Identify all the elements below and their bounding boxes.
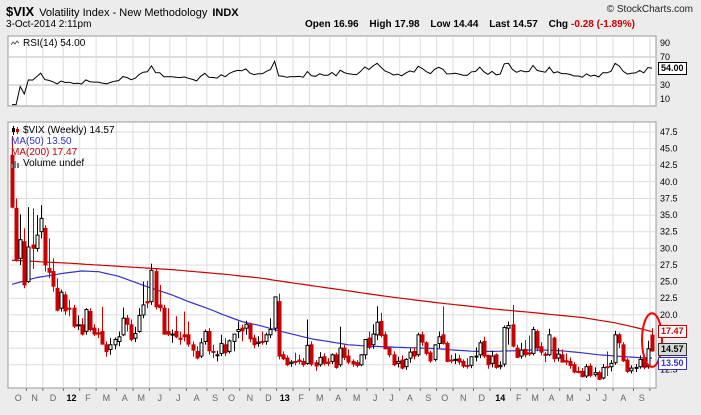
- ma200-legend-text: MA(200) 17.47: [11, 147, 78, 158]
- svg-text:A: A: [548, 393, 554, 403]
- svg-text:S: S: [425, 393, 431, 403]
- svg-text:37.5: 37.5: [660, 194, 678, 204]
- svg-text:13: 13: [280, 393, 290, 403]
- rsi-legend-text: RSI(14) 54.00: [23, 38, 86, 49]
- svg-text:M: M: [316, 393, 324, 403]
- svg-text:S: S: [639, 393, 645, 403]
- svg-text:42.5: 42.5: [660, 160, 678, 170]
- price-legend-text: $VIX (Weekly) 14.57: [23, 125, 115, 136]
- volume-bars-icon: [11, 161, 19, 168]
- svg-text:D: D: [50, 393, 57, 403]
- volume-legend-text: Volume undef: [23, 158, 85, 169]
- rsi-indicator-icon: [11, 40, 20, 46]
- svg-text:M: M: [566, 393, 574, 403]
- annotation-ellipse: [641, 312, 663, 368]
- svg-text:O: O: [15, 393, 22, 403]
- svg-text:47.5: 47.5: [660, 127, 678, 137]
- svg-text:J: J: [586, 393, 591, 403]
- svg-text:M: M: [103, 393, 111, 403]
- svg-text:A: A: [122, 393, 128, 403]
- last-price-box: 14.57: [658, 343, 687, 356]
- month-labels: O N D 12 F M A M J J A S O N D 13 F M A M J J A S O N D 14 F M A M J J A S: [15, 393, 645, 403]
- ma200-legend: MA(200) 17.47: [11, 147, 77, 158]
- exchange: INDX: [212, 7, 239, 19]
- svg-text:A: A: [335, 393, 341, 403]
- svg-text:O: O: [441, 393, 448, 403]
- price-axis-labels: 47.5 45.0 42.5 40.0 37.5 35.0 32.5 30.0 27.5 25.0…: [660, 127, 678, 375]
- rsi-line: [12, 59, 653, 106]
- svg-text:M: M: [137, 393, 145, 403]
- svg-text:O: O: [228, 393, 235, 403]
- svg-text:22.5: 22.5: [660, 293, 678, 303]
- chg-value: -0.28 (-1.89%): [571, 19, 635, 30]
- chg-label: Chg: [548, 19, 569, 30]
- last-label: Last: [489, 19, 510, 30]
- svg-text:14: 14: [495, 393, 505, 403]
- svg-text:D: D: [265, 393, 272, 403]
- svg-text:70: 70: [660, 52, 670, 62]
- svg-text:20.0: 20.0: [660, 310, 678, 320]
- svg-text:N: N: [247, 393, 254, 403]
- chart-header: $VIX Volatility Index - New Methodology IN…: [6, 3, 239, 21]
- svg-text:27.5: 27.5: [660, 260, 678, 270]
- month-gridlines: [25, 37, 651, 387]
- svg-text:30.0: 30.0: [660, 243, 678, 253]
- open-label: Open: [305, 19, 331, 30]
- security-name: Volatility Index - New Methodology: [39, 7, 208, 19]
- svg-text:J: J: [603, 393, 608, 403]
- svg-text:F: F: [298, 393, 304, 403]
- svg-text:N: N: [31, 393, 38, 403]
- rsi-axis-labels: 90 70 30 10: [660, 38, 670, 104]
- svg-text:D: D: [478, 393, 485, 403]
- open-value: 16.96: [333, 19, 359, 30]
- low-label: Low: [430, 19, 451, 30]
- ma50-legend: MA(50) 13.50: [11, 136, 72, 147]
- ma50-value-box: 13.50: [658, 357, 687, 370]
- svg-text:45.0: 45.0: [660, 144, 678, 154]
- candlestick-icon: [12, 126, 19, 135]
- svg-text:32.5: 32.5: [660, 227, 678, 237]
- ma200-line: [11, 259, 653, 333]
- svg-text:12: 12: [66, 393, 76, 403]
- svg-text:35.0: 35.0: [660, 210, 678, 220]
- svg-text:F: F: [516, 393, 522, 403]
- stockcharts-credit: © StockCharts.com: [606, 4, 693, 15]
- ma50-line: [11, 270, 653, 359]
- svg-text:J: J: [389, 393, 394, 403]
- svg-text:S: S: [212, 393, 218, 403]
- svg-text:A: A: [620, 393, 626, 403]
- svg-text:N: N: [460, 393, 467, 403]
- high-value: 17.98: [394, 19, 420, 30]
- svg-text:90: 90: [660, 38, 670, 48]
- high-label: High: [369, 19, 392, 30]
- last-value: 14.57: [512, 19, 538, 30]
- panels: [7, 35, 657, 389]
- ma200-value-box: 17.47: [658, 325, 687, 338]
- svg-text:30: 30: [660, 80, 670, 90]
- volume-legend: Volume undef: [11, 158, 84, 169]
- low-value: 14.44: [453, 19, 479, 30]
- svg-text:40.0: 40.0: [660, 177, 678, 187]
- quote-summary: Open 16.96 High 17.98 Low 14.44 Last 14.57 C…: [305, 19, 635, 30]
- svg-text:25.0: 25.0: [660, 277, 678, 287]
- svg-text:J: J: [157, 393, 162, 403]
- rsi-legend: RSI(14) 54.00: [11, 38, 85, 49]
- svg-text:J: J: [373, 393, 378, 403]
- svg-text:M: M: [531, 393, 539, 403]
- svg-text:M: M: [353, 393, 361, 403]
- svg-text:A: A: [194, 393, 200, 403]
- svg-text:A: A: [407, 393, 413, 403]
- svg-text:10: 10: [660, 94, 670, 104]
- candles: [10, 136, 655, 380]
- svg-text:F: F: [85, 393, 91, 403]
- svg-text:J: J: [176, 393, 181, 403]
- ma50-legend-text: MA(50) 13.50: [11, 136, 72, 147]
- price-legend: $VIX (Weekly) 14.57: [11, 125, 115, 136]
- month-ticks: [25, 388, 651, 391]
- rsi-value-box: 54.00: [658, 62, 687, 75]
- symbol: $VIX: [6, 4, 35, 19]
- chart-datetime: 3-Oct-2014 2:11pm: [6, 19, 92, 30]
